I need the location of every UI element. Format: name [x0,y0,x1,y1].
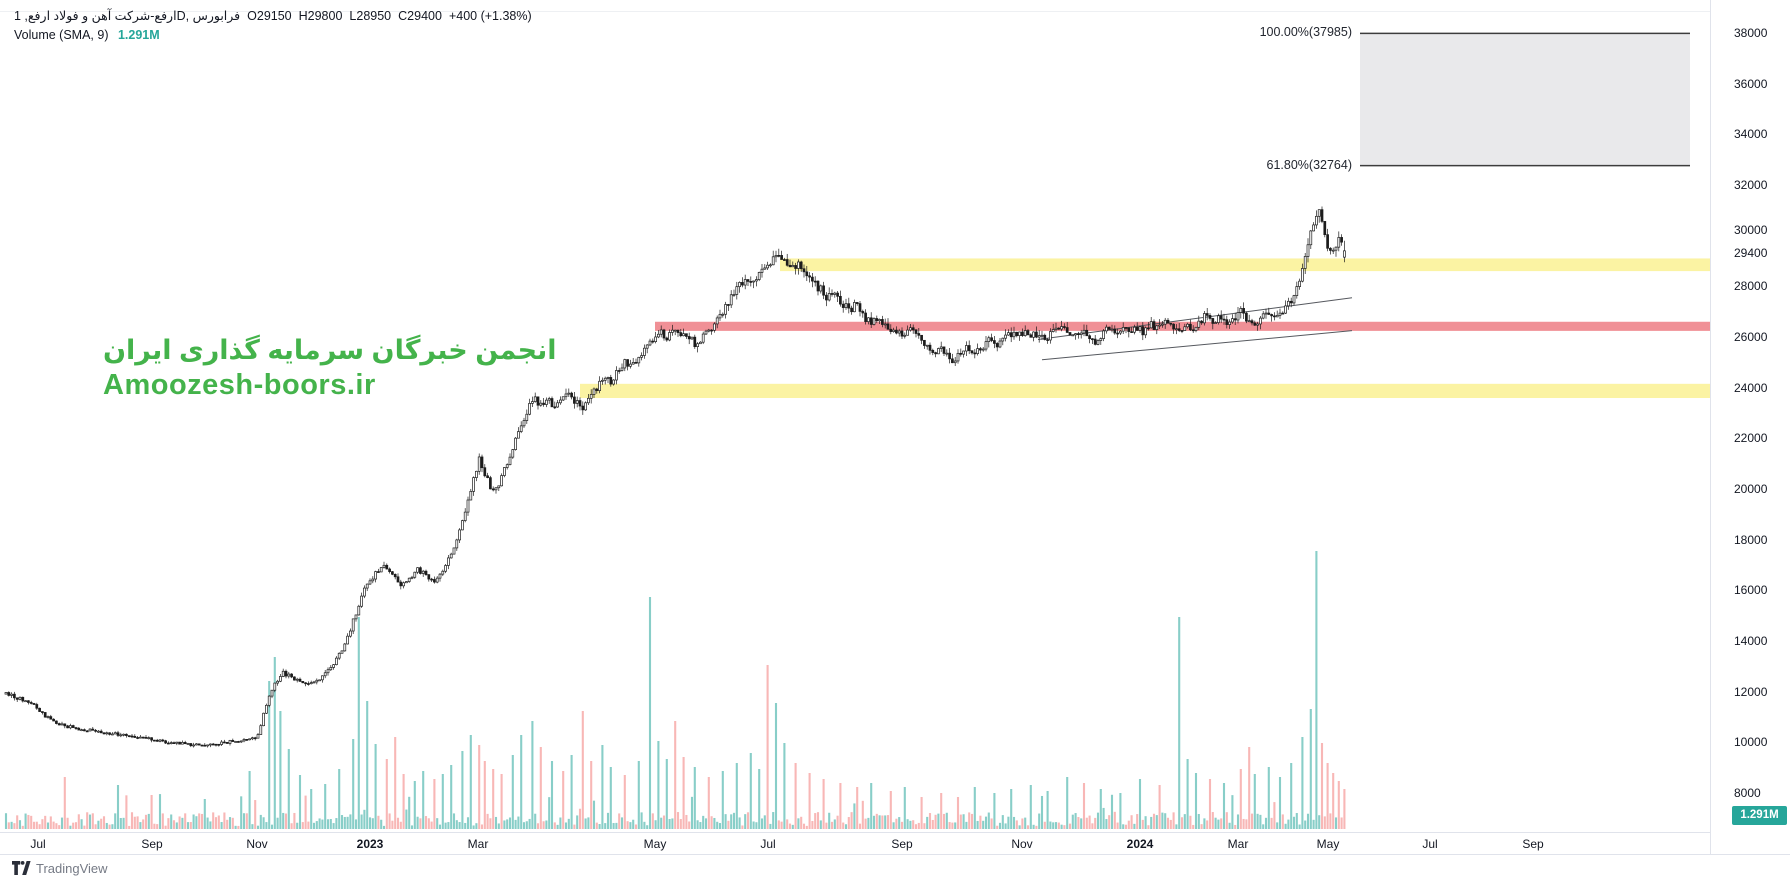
volume-histogram [4,551,1346,829]
price-tick-label: 8000 [1734,785,1761,800]
volume-legend-row[interactable]: Volume (SMA, 9) 1.291M [14,26,539,44]
price-tick-label: 30000 [1734,222,1768,237]
fib-retracement-drawing[interactable] [1360,32,1690,167]
ohlc-change: +400 (+1.38%) [448,9,532,23]
price-tick-label: 34000 [1734,127,1768,142]
time-tick-label: May [643,837,667,851]
time-tick-label: Jul [760,837,776,851]
price-zone-bands[interactable] [580,258,1710,399]
chart-canvas[interactable] [0,0,1710,832]
time-tick-label: May [1316,837,1340,851]
ohlc-low: L28950 [349,9,392,23]
ohlc-high: H29800 [298,9,343,23]
price-tick-label: 32000 [1734,177,1768,192]
ohlc-open: O29150 [247,9,292,23]
watermark-line-en: Amoozesh-boors.ir [103,369,376,401]
price-tick-label: 36000 [1734,76,1768,91]
price-tick-label: 22000 [1734,431,1768,446]
tradingview-brand-text: TradingView [36,861,108,876]
price-tick-label: 12000 [1734,684,1768,699]
time-tick-label: Nov [1011,837,1033,851]
watermark-line-fa: انجمن خبرگان سرمایه گذاری ایران [103,335,557,365]
time-tick-label: 2023 [356,837,384,851]
time-tick-label: Sep [1522,837,1544,851]
time-tick-label: Sep [891,837,913,851]
time-tick-label: Mar [1227,837,1249,851]
axis-bottom-border [0,854,1790,855]
price-tick-label: 24000 [1734,380,1768,395]
watermark: انجمن خبرگان سرمایه گذاری ایران Amoozesh… [103,333,556,403]
tradingview-logo-icon [12,861,31,875]
time-axis[interactable]: Jul Sep Nov 2023 Mar May Jul Sep Nov 2024 Mar May Ju… [0,832,1710,855]
time-tick-label: 2024 [1126,837,1154,851]
volume-axis-badge: 1.291M [1732,806,1787,825]
price-tick-label: 16000 [1734,583,1768,598]
symbol-title[interactable]: ارفع-شرکت آهن و فولاد ارفع, 1D, فرابورس [14,9,241,23]
price-tick-label: 14000 [1734,633,1768,648]
fib-label-618: 61.80%(32764) [1266,157,1352,172]
time-tick-label: Mar [467,837,489,851]
price-tick-label: 38000 [1734,26,1768,40]
time-tick-label: Nov [246,837,268,851]
price-axis[interactable]: 38000 36000 34000 32000 30000 28000 26000 24000… [1710,0,1790,854]
candlestick-series [4,206,1346,748]
ohlc-close: C29400 [398,9,442,23]
price-tick-label: 20000 [1734,481,1768,496]
fib-label-100: 100.00%(37985) [1259,25,1352,40]
time-tick-label: Sep [141,837,163,851]
chart-legend: ارفع-شرکت آهن و فولاد ارفع, 1D, فرابورس O… [14,7,539,44]
time-tick-label: Jul [30,837,46,851]
volume-indicator-label[interactable]: Volume (SMA, 9) [14,28,109,42]
price-tick-label: 28000 [1734,279,1768,294]
price-tick-label: 18000 [1734,532,1768,547]
trendlines[interactable] [1037,297,1353,361]
symbol-legend-row[interactable]: ارفع-شرکت آهن و فولاد ارفع, 1D, فرابورس O… [14,7,539,25]
last-price-label: 29400 [1734,245,1768,260]
time-tick-label: Jul [1422,837,1438,851]
volume-indicator-value: 1.291M [117,28,160,42]
pane-top-border [0,11,1790,12]
price-tick-label: 26000 [1734,329,1768,344]
price-tick-label: 10000 [1734,735,1768,750]
tradingview-attribution[interactable]: TradingView [12,861,108,876]
